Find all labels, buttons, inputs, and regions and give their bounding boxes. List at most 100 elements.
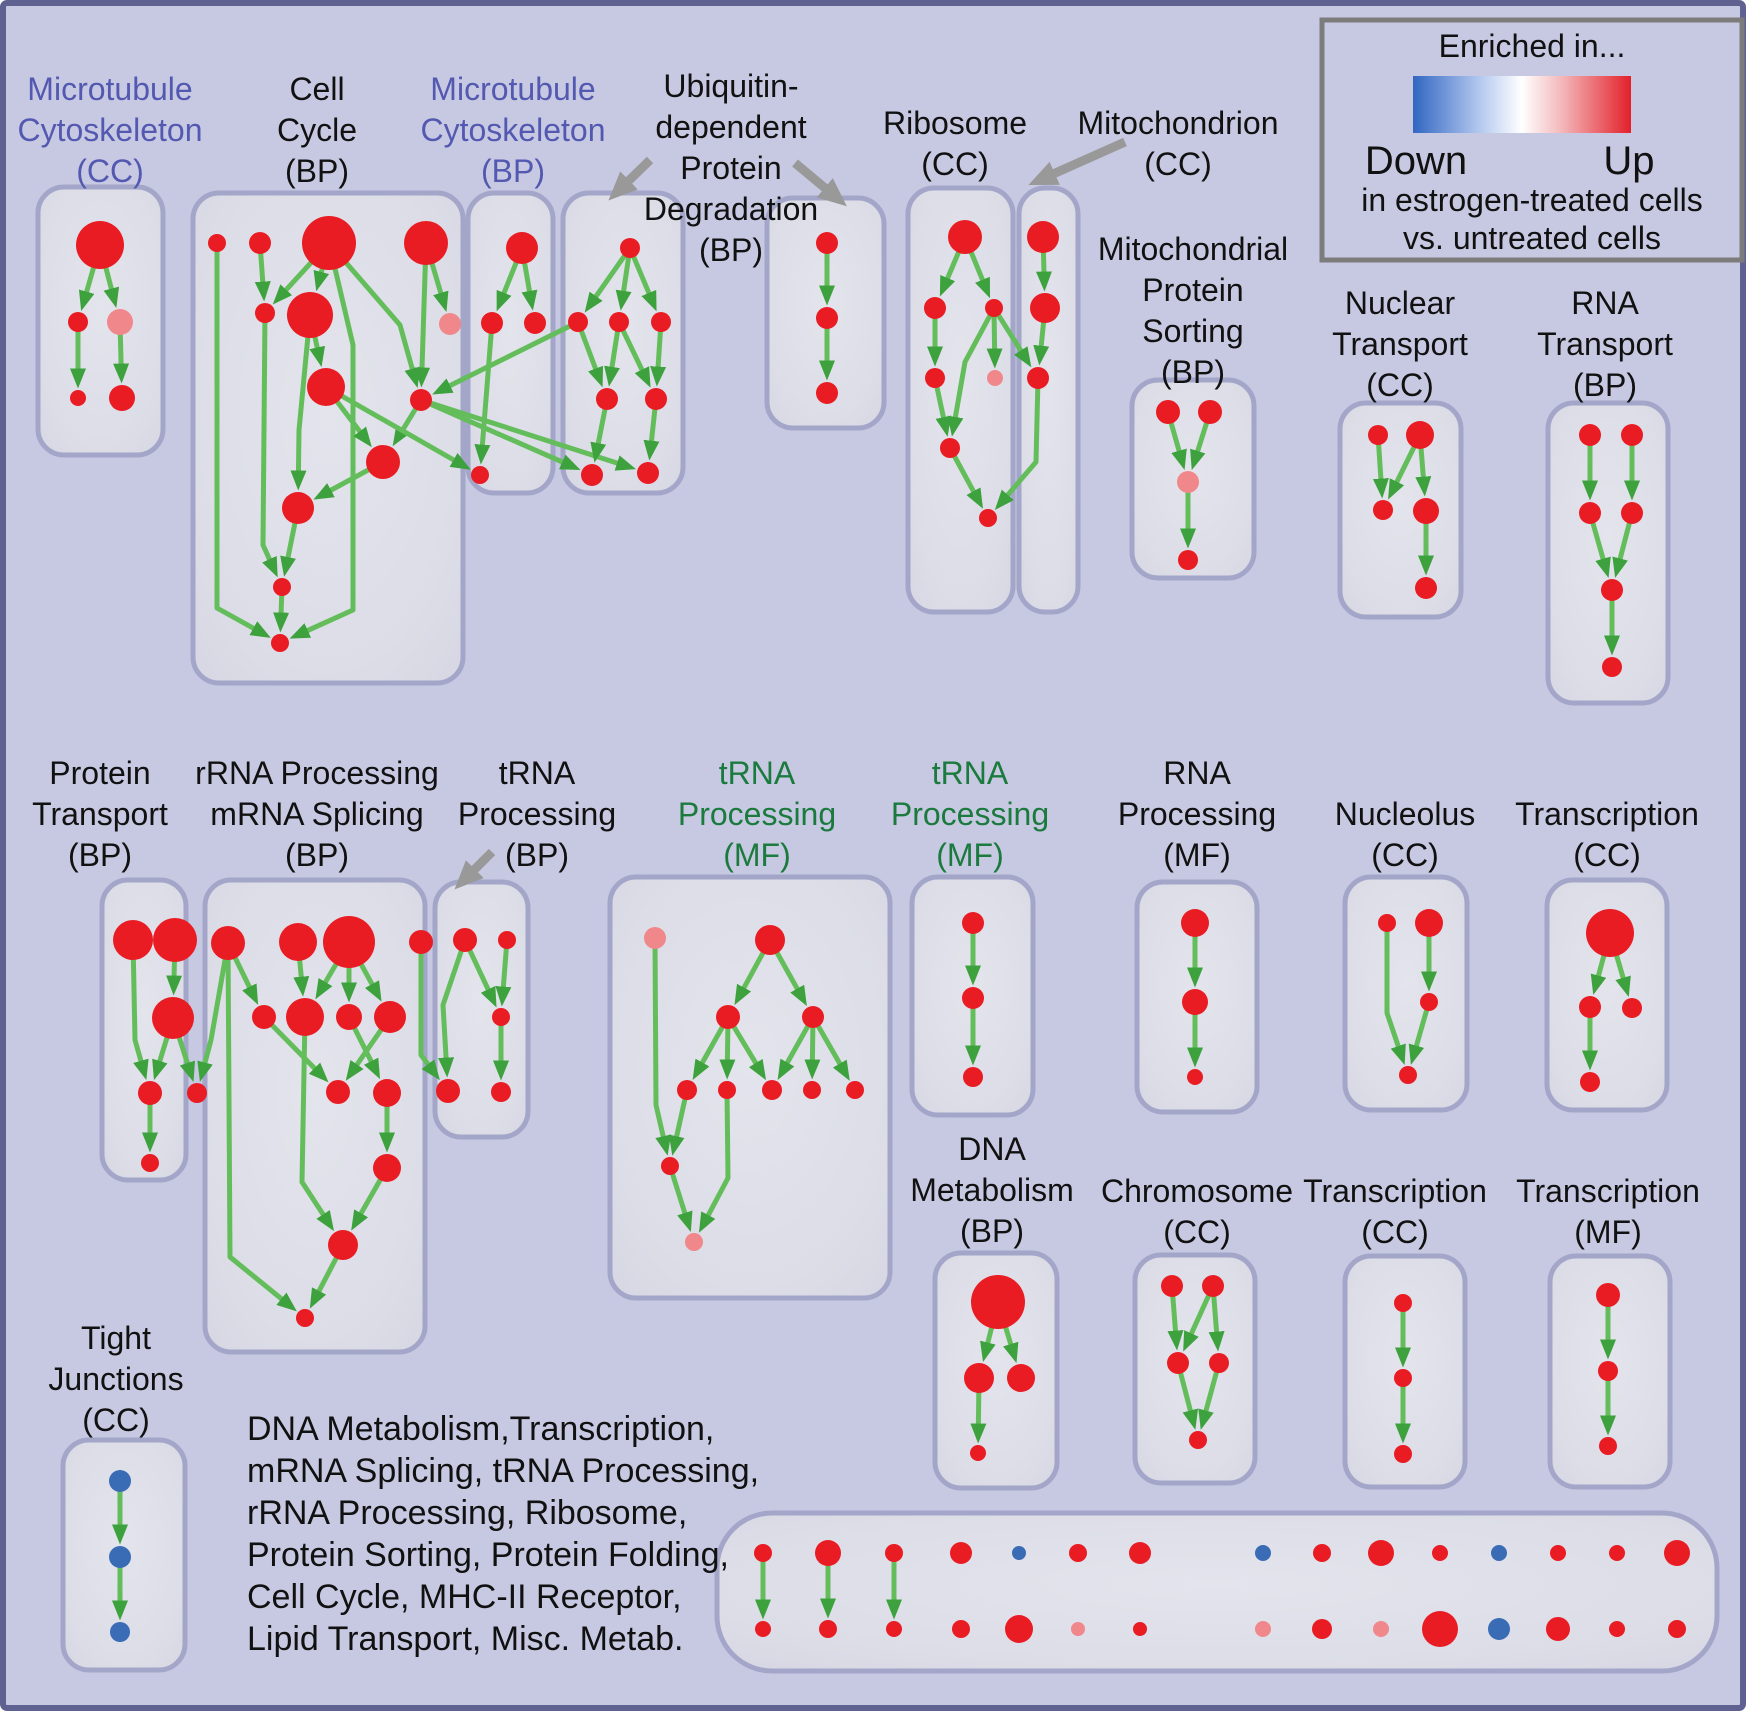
go-term-node (1413, 498, 1439, 524)
cluster-label-trna-processing-mf-1: tRNA (719, 755, 796, 791)
cluster-label-transcription-cc-top: Transcription (1515, 796, 1699, 832)
go-term-node (374, 1001, 406, 1033)
cluster-label-microtubule-cytoskeleton-bp: Microtubule (430, 71, 595, 107)
go-term-node (651, 312, 671, 332)
go-term-node (1579, 502, 1601, 524)
go-term-node (1491, 1545, 1507, 1561)
go-term-node (107, 309, 133, 335)
go-term-node (885, 1544, 903, 1562)
go-term-node (987, 370, 1003, 386)
go-term-node (1189, 1431, 1207, 1449)
cluster-label-nuclear-transport: Transport (1332, 326, 1468, 362)
cluster-label-trna-processing-mf-2: (MF) (936, 837, 1004, 873)
go-term-node (755, 925, 785, 955)
cluster-label-ubiquitin-degradation: Degradation (644, 191, 818, 227)
cluster-label-mitochondrion: Mitochondrion (1078, 105, 1279, 141)
cluster-box-microtubule-cytoskeleton-bp (465, 190, 556, 496)
go-term-node (1550, 1545, 1566, 1561)
go-term-node (1069, 1544, 1087, 1562)
go-term-node (1129, 1542, 1151, 1564)
go-term-node (1602, 657, 1622, 677)
go-term-node (1406, 421, 1434, 449)
cluster-box-nuclear-transport (1337, 400, 1464, 620)
label-pointer-arrow (454, 848, 496, 890)
cluster-label-ribosome: Ribosome (883, 105, 1027, 141)
go-term-node (481, 312, 503, 334)
nodes (68, 216, 1690, 1647)
cluster-label-trna-processing-mf-2: tRNA (932, 755, 1009, 791)
go-term-node (1071, 1622, 1085, 1636)
cluster-box-microtubule-cytoskeleton-cc (35, 184, 166, 458)
go-term-node (950, 1542, 972, 1564)
cluster-label-protein-transport: Transport (32, 796, 168, 832)
go-term-node (409, 930, 433, 954)
go-term-node (70, 390, 86, 406)
cluster-label-cell-cycle: (BP) (285, 153, 349, 189)
edge-arrow (474, 322, 495, 465)
go-term-node (1664, 1540, 1690, 1566)
go-term-node (109, 1470, 131, 1492)
go-term-node (1394, 1294, 1412, 1312)
go-term-node (252, 1005, 276, 1029)
go-term-node (1420, 993, 1438, 1011)
go-term-node (439, 313, 461, 335)
legend-subtitle: in estrogen-treated cells (1361, 182, 1703, 218)
cluster-box-rna-transport (1545, 400, 1671, 706)
cluster-box-mitochondrion (1016, 185, 1081, 615)
edge-arrow (994, 377, 1041, 511)
go-term-node (113, 920, 153, 960)
go-term-node (1580, 1072, 1600, 1092)
go-term-node (110, 1622, 130, 1642)
go-term-node (581, 464, 603, 486)
go-term-node (677, 1080, 697, 1100)
go-term-node (141, 1154, 159, 1172)
cluster-label-tight-junctions: Tight (81, 1320, 151, 1356)
go-term-node (211, 926, 245, 960)
go-term-node (1394, 1445, 1412, 1463)
go-term-node (492, 1008, 510, 1026)
go-term-node (568, 312, 588, 332)
go-term-node (1422, 1611, 1458, 1647)
go-term-node (1005, 1615, 1033, 1643)
go-term-node (373, 1079, 401, 1107)
go-term-node (1399, 1066, 1417, 1084)
go-term-node (524, 312, 546, 334)
go-term-node (1622, 998, 1642, 1018)
cluster-label-nuclear-transport: Nuclear (1345, 285, 1456, 321)
go-term-node (1030, 293, 1060, 323)
go-term-node (637, 462, 659, 484)
go-term-node (1373, 500, 1393, 520)
edge-arrow (432, 319, 580, 395)
cluster-label-microtubule-cytoskeleton-bp: (BP) (481, 153, 545, 189)
go-term-node (816, 307, 838, 329)
go-term-node (971, 1275, 1025, 1329)
go-term-node (1488, 1618, 1510, 1640)
cluster-label-trna-processing-mf-1: (MF) (723, 837, 791, 873)
cluster-box-dna-metabolism (932, 1250, 1060, 1491)
go-term-node (279, 923, 317, 961)
cluster-label-trna-processing-bp: Processing (458, 796, 616, 832)
misc-categories-text: DNA Metabolism,Transcription, (247, 1410, 714, 1448)
go-term-node (645, 388, 667, 410)
go-term-node (109, 1546, 131, 1568)
go-term-node (287, 292, 333, 338)
go-term-node (249, 232, 271, 254)
cluster-label-dna-metabolism: Metabolism (910, 1172, 1074, 1208)
label-pointer-arrow (608, 156, 654, 201)
go-term-node (718, 1081, 736, 1099)
go-term-node (1601, 579, 1623, 601)
cluster-label-rna-transport: (BP) (1573, 367, 1637, 403)
edge-arrow (290, 314, 313, 491)
legend-down-label: Down (1365, 139, 1467, 183)
edges (70, 236, 1641, 1621)
go-term-node (644, 927, 666, 949)
go-term-node (716, 1005, 740, 1029)
cluster-label-tight-junctions: (CC) (82, 1402, 150, 1438)
go-term-node (328, 1230, 358, 1260)
edge-arrow (262, 1015, 329, 1083)
go-term-node (1012, 1546, 1026, 1560)
go-term-node (1609, 1621, 1625, 1637)
legend-title: Enriched in... (1439, 28, 1626, 64)
go-term-node (1177, 471, 1199, 493)
